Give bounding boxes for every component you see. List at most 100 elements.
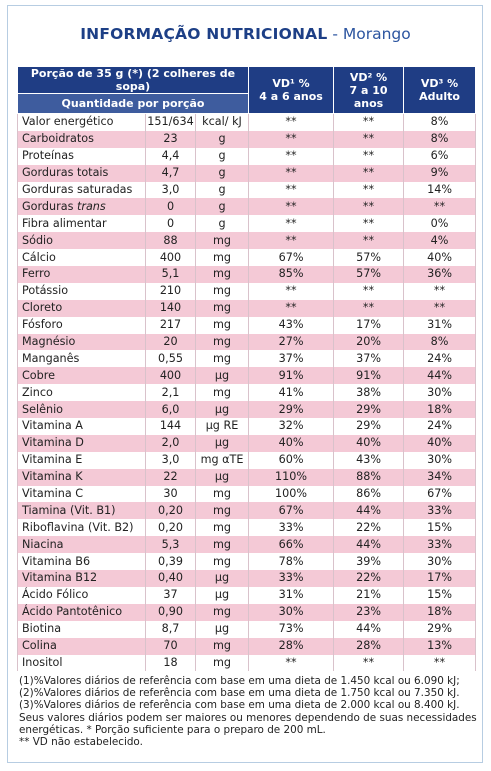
nutrient-cell: Valor energético [17, 113, 146, 131]
unit: g [194, 147, 250, 165]
daily-value: 9% [403, 164, 477, 182]
unit: µg [194, 570, 250, 587]
column-head: VD³ % Adulto [403, 66, 477, 114]
quantity: 151/634 [145, 113, 196, 131]
daily-value: 33% [248, 519, 335, 537]
unit: mg [194, 299, 250, 317]
daily-value: 100% [248, 485, 335, 503]
daily-value: 21% [333, 586, 405, 604]
daily-value: ** [248, 130, 335, 148]
table-row: Gorduras totais 4,7 g ** ** 9% [17, 164, 477, 182]
daily-value: 8% [403, 130, 477, 148]
unit: µg [194, 401, 250, 419]
nutrient-name: Fósforo [22, 318, 63, 332]
daily-value: ** [248, 654, 335, 672]
column-sub: 4 a 6 anos [259, 90, 323, 103]
quantity: 217 [145, 316, 196, 334]
daily-value: 31% [248, 586, 335, 604]
daily-value: 37% [333, 350, 405, 368]
unit: g [194, 130, 250, 148]
header-row: Quantidade por porção [16, 93, 476, 114]
nutrient-name: Vitamina E [22, 453, 83, 467]
nutrient-name: Proteínas [22, 149, 74, 163]
nutrient-cell: Ácido Fólico [17, 586, 146, 604]
unit: g [194, 181, 250, 199]
daily-value: 0% [403, 215, 477, 233]
daily-value: 8% [403, 113, 477, 131]
nutrient-cell: Vitamina C [17, 485, 146, 503]
unit: µg [194, 367, 250, 385]
nutrient-name: Cloreto [22, 301, 63, 315]
quantity: 70 [145, 637, 196, 655]
quantity: 0,20 [145, 502, 196, 520]
table-row: Gorduras trans 0 g ** ** ** [17, 198, 477, 216]
daily-value: 43% [333, 451, 405, 469]
daily-value: 33% [248, 570, 335, 587]
nutrient-cell: Cloreto [17, 299, 146, 317]
quantity: 400 [145, 249, 196, 267]
nutrient-cell: Vitamina D [17, 434, 146, 452]
daily-value: 27% [248, 333, 335, 351]
unit: g [194, 215, 250, 233]
daily-value: 17% [403, 570, 477, 587]
unit: µg RE [194, 418, 250, 435]
daily-value: ** [333, 113, 405, 131]
table-row: Fibra alimentar 0 g ** ** 0% [17, 215, 477, 233]
table-row: Cobre 400 µg 91% 91% 44% [17, 367, 477, 385]
quantity: 18 [145, 654, 196, 672]
quantity: 37 [145, 586, 196, 604]
nutrient-name-italic: trans [76, 199, 106, 213]
nutrient-cell: Tiamina (Vit. B1) [17, 502, 146, 520]
daily-value: 18% [403, 401, 477, 419]
daily-value: 38% [333, 384, 405, 402]
column-head: VD² % 7 a 10 anos [333, 66, 405, 114]
table-row: Ácido Pantotênico 0,90 mg 30% 23% 18% [17, 603, 477, 621]
daily-value: 67% [248, 502, 335, 520]
nutrient-name: Fibra alimentar [22, 216, 107, 230]
quantity: 4,4 [145, 147, 196, 165]
nutrient-name: Riboflavina (Vit. B2) [22, 520, 134, 534]
unit: mg [194, 316, 250, 334]
daily-value: ** [333, 282, 405, 300]
daily-value: 20% [333, 333, 405, 351]
daily-value: ** [403, 654, 477, 672]
nutrient-cell: Riboflavina (Vit. B2) [17, 519, 146, 537]
daily-value: ** [333, 215, 405, 233]
nutrient-cell: Magnésio [17, 333, 146, 351]
daily-value: ** [248, 299, 335, 317]
nutrient-cell: Potássio [17, 282, 146, 300]
daily-value: 36% [403, 266, 477, 283]
nutrient-name: Vitamina K [22, 470, 83, 484]
daily-value: 8% [403, 333, 477, 351]
unit: mg [194, 282, 250, 300]
unit: µg [194, 620, 250, 638]
table-body: Valor energético 151/634 kcal/ kJ ** ** 8% Car… [17, 113, 477, 672]
daily-value: 78% [248, 553, 335, 571]
nutrient-name: Biotina [22, 622, 62, 636]
column-sub: Adulto [419, 90, 460, 103]
table-row: Carboidratos 23 g ** ** 8% [17, 130, 477, 148]
title-sub: - Morango [332, 25, 411, 43]
unit: mg αTE [194, 451, 250, 469]
quantity: 88 [145, 232, 196, 250]
daily-value: ** [248, 147, 335, 165]
title: INFORMAÇÃO NUTRICIONAL - Morango [0, 25, 491, 43]
column-sub: 7 a 10 anos [349, 83, 388, 110]
nutrient-cell: Selênio [17, 401, 146, 419]
footnote: ** VD não estabelecido. [19, 736, 143, 749]
nutrient-name: Cálcio [22, 250, 56, 264]
nutrient-name: Sódio [22, 233, 54, 247]
daily-value: 31% [403, 316, 477, 334]
daily-value: 66% [248, 536, 335, 554]
quantity: 22 [145, 468, 196, 486]
daily-value: 24% [403, 418, 477, 435]
nutrient-cell: Cobre [17, 367, 146, 385]
daily-value: 13% [403, 637, 477, 655]
daily-value: 15% [403, 586, 477, 604]
quantity: 0,55 [145, 350, 196, 368]
table-row: Riboflavina (Vit. B2) 0,20 mg 33% 22% 15% [17, 519, 477, 537]
daily-value: 67% [403, 485, 477, 503]
unit: mg [194, 603, 250, 621]
quantity: 30 [145, 485, 196, 503]
daily-value: 91% [248, 367, 335, 385]
